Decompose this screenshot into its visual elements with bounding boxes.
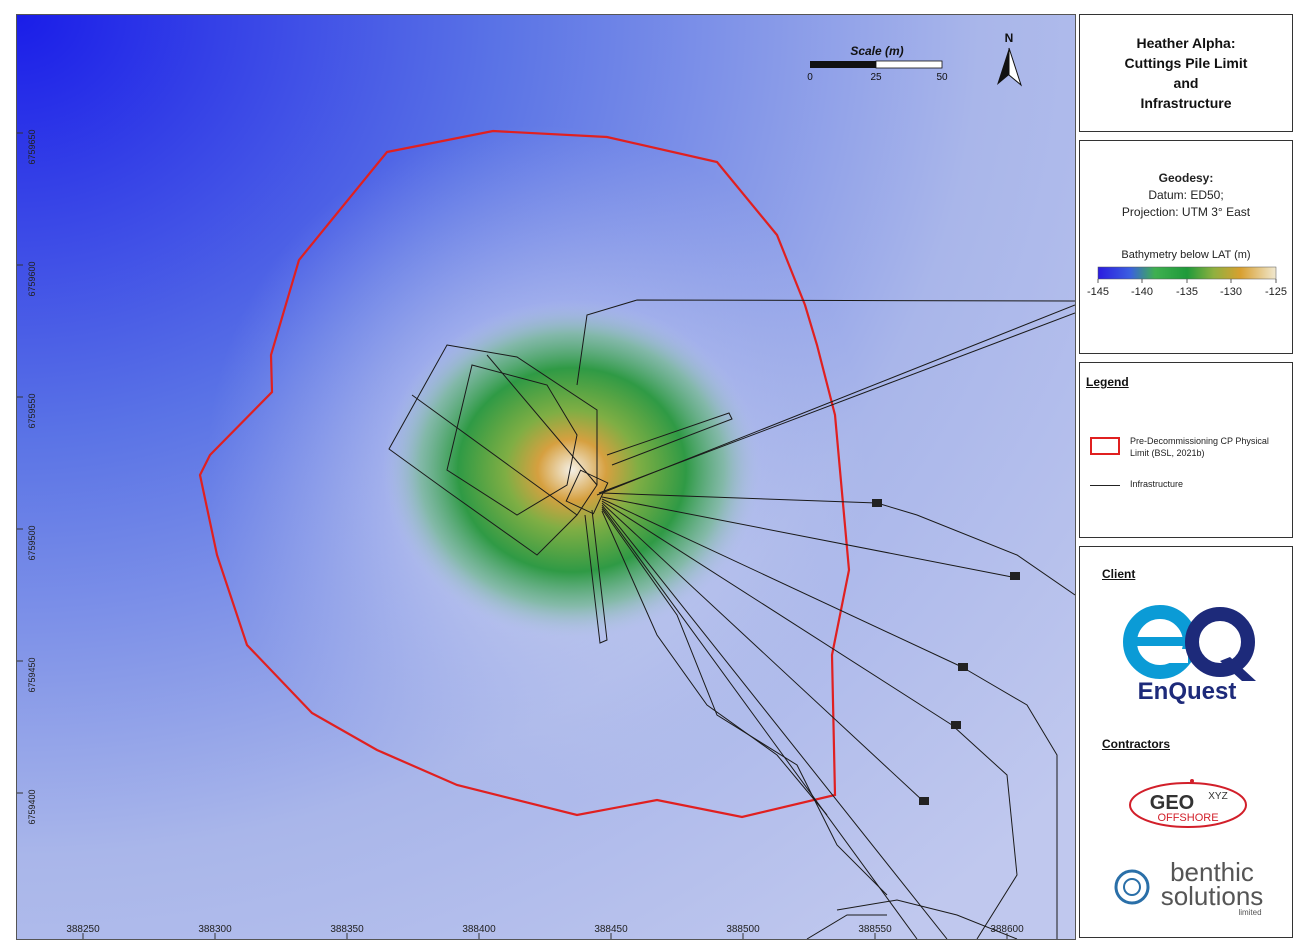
infrastructure-legend-label: Infrastructure [1130,479,1184,489]
infrastructure-legend-swatch [1090,485,1120,486]
cuttings-mound [382,300,762,640]
y-tick-label: 6759450 [27,657,37,692]
x-tick-label: 388400 [462,924,496,935]
colorbar-tick: -145 [1087,286,1109,298]
colorbar-tick: -130 [1220,286,1242,298]
north-arrow-icon: N [997,31,1023,87]
easting-labels: 388250 388300 388350 388400 388450 38850… [66,924,1024,935]
legend-panel: Legend Pre-Decommissioning CP Physical L… [1079,362,1293,538]
map-title: Heather Alpha: Cuttings Pile Limit and I… [1124,35,1248,111]
datum-text: Datum: ED50; [1148,188,1224,202]
contractors-heading: Contractors [1102,737,1171,751]
northing-labels: 6759650 6759600 6759550 6759500 6759450 … [27,129,37,824]
platform-infrastructure [388,299,1075,939]
svg-text:N: N [1005,31,1014,45]
y-tick-label: 6759400 [27,789,37,824]
geoxyz-sup: XYZ [1208,791,1227,802]
x-tick-label: 388450 [594,924,628,935]
geodesy-heading: Geodesy: [1158,171,1214,185]
scale-tick-0: 0 [807,72,813,83]
geoxyz-main: GEO [1150,792,1194,814]
subsea-structures [872,499,1020,805]
axis-ticks [17,132,1008,939]
x-tick-label: 388300 [198,924,232,935]
bathymetry-label: Bathymetry below LAT (m) [1121,249,1251,261]
enquest-logo: EnQuest [1123,605,1256,705]
geodesy-panel: Geodesy: Datum: ED50; Projection: UTM 3°… [1079,140,1293,354]
bathymetry-map[interactable]: Scale (m) 0 25 50 N [16,14,1076,940]
scale-tick-50: 50 [936,72,948,83]
enquest-logo-text: EnQuest [1138,678,1237,705]
scale-title: Scale (m) [850,44,903,58]
x-tick-label: 388550 [858,924,892,935]
map-canvas: Scale (m) 0 25 50 N [17,15,1075,939]
benthic-sub: limited [1238,908,1261,917]
benthic-solutions-logo: benthic solutions limited [1114,857,1264,917]
x-tick-label: 388600 [990,924,1024,935]
benthic-line2: solutions [1161,881,1264,911]
y-tick-label: 6759600 [27,261,37,296]
scale-bar: Scale (m) 0 25 50 [807,44,948,83]
y-tick-label: 6759550 [27,393,37,428]
colorbar-tick: -140 [1131,286,1153,298]
geoxyz-sub: OFFSHORE [1157,812,1218,824]
x-tick-label: 388350 [330,924,364,935]
y-tick-label: 6759500 [27,525,37,560]
limit-legend-swatch [1090,437,1120,455]
limit-legend-label: Pre-Decommissioning CP Physical Limit (B… [1130,436,1269,458]
benthic-main: benthic [1170,857,1254,887]
legend-heading: Legend [1086,375,1129,389]
cuttings-pile-limit [198,129,851,819]
scale-tick-25: 25 [870,72,882,83]
y-tick-label: 6759650 [27,129,37,164]
title-panel: Heather Alpha: Cuttings Pile Limit and I… [1079,14,1293,132]
colorbar-tick: -125 [1265,286,1287,298]
x-tick-label: 388250 [66,924,100,935]
geoxyz-logo: GEO XYZ OFFSHORE [1129,779,1247,828]
x-tick-label: 388500 [726,924,760,935]
client-panel: Client EnQuest Contractors GEO XYZ OFFSH… [1079,546,1293,938]
projection-text: Projection: UTM 3° East [1121,205,1251,219]
bathymetry-colorbar: -145 -140 -135 -130 -125 [1087,266,1287,298]
colorbar-tick: -135 [1176,286,1198,298]
client-heading: Client [1102,567,1136,581]
